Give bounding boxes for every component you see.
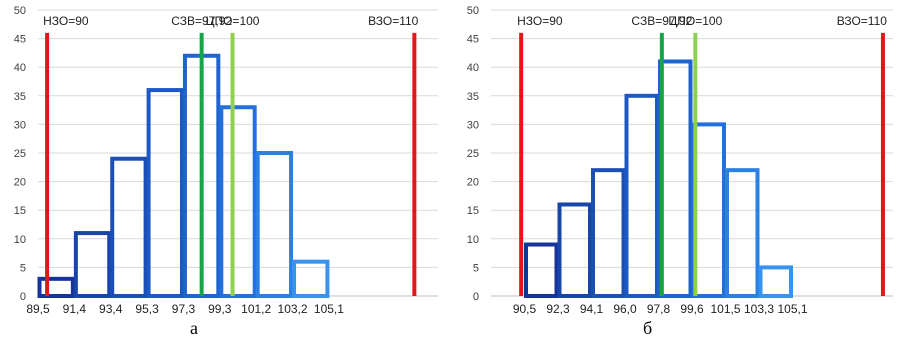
y-tick-label: 45	[14, 34, 26, 46]
y-tick-label: 15	[467, 205, 479, 217]
y-tick-label: 20	[467, 177, 479, 189]
histogram-b: 0 5 10 15 20 25 30 35 40 45 50 НЗО=90 СЗВ=97,92ЦПО=1…	[467, 5, 893, 316]
reference-line-label: ВЗО=110	[837, 14, 888, 28]
histogram-bar	[73, 231, 112, 298]
caption-a: а	[190, 318, 198, 338]
y-tick-label: 10	[467, 234, 479, 246]
histogram-bar	[725, 168, 760, 298]
y-tick-label: 45	[467, 34, 479, 46]
x-tick-label: 94,1	[580, 302, 604, 316]
reference-line-label: СЗВ=97,92	[631, 14, 692, 28]
histogram-bar	[219, 105, 257, 298]
histogram-bar	[624, 93, 659, 298]
y-tick-label: 20	[14, 177, 26, 189]
reference-line-label: ВЗО=110	[368, 14, 419, 28]
y-tick-label: 5	[20, 262, 26, 274]
x-tick-label: 96,0	[613, 302, 637, 316]
reference-line-label: НЗО=90	[43, 14, 89, 28]
y-tick-label: 50	[14, 5, 26, 17]
y-tick-label: 30	[467, 119, 479, 131]
x-tick-label: 103,2	[278, 302, 308, 316]
y-tick-label: 10	[14, 234, 26, 246]
histogram-bar	[110, 156, 148, 298]
reference-line-label: НЗО=90	[517, 14, 563, 28]
x-tick-label: 101,2	[241, 302, 271, 316]
histogram-bar	[292, 259, 330, 298]
y-tick-label: 30	[14, 119, 26, 131]
y-tick-label: 35	[467, 91, 479, 103]
y-tick-label: 25	[467, 148, 479, 160]
y-tick-label: 40	[467, 62, 479, 74]
x-tick-label: 90,5	[513, 302, 537, 316]
histogram-bar	[524, 242, 559, 299]
histogram-bar	[255, 151, 294, 298]
reference-line-label: ЦПО=100	[668, 14, 722, 28]
y-tick-label: 40	[14, 62, 26, 74]
reference-line-label: ЦПО=100	[206, 14, 260, 28]
y-tick-label: 0	[473, 291, 479, 303]
x-tick-label: 95,3	[135, 302, 159, 316]
y-tick-label: 25	[14, 148, 26, 160]
histogram-bar	[658, 59, 693, 299]
y-tick-label: 0	[20, 291, 26, 303]
y-tick-label: 35	[14, 91, 26, 103]
x-tick-label: 105,1	[314, 302, 344, 316]
x-tick-label: 99,3	[208, 302, 232, 316]
caption-b: б	[643, 318, 653, 338]
histogram-a: 0 5 10 15 20 25 30 35 40 45 50 НЗО=90 СЗВ=97,92ЦПО=1…	[14, 5, 438, 316]
x-tick-label: 97,8	[647, 302, 671, 316]
histogram-bar	[591, 168, 626, 298]
histogram-bar	[37, 276, 75, 298]
x-tick-label: 93,4	[99, 302, 123, 316]
x-tick-label: 101,5	[710, 302, 740, 316]
histogram-bar	[146, 88, 184, 298]
x-tick-label: 89,5	[26, 302, 50, 316]
y-tick-label: 50	[467, 5, 479, 17]
histogram-bar	[758, 265, 793, 298]
x-tick-label: 91,4	[63, 302, 87, 316]
histogram-bar	[557, 202, 592, 298]
x-tick-label: 99,6	[680, 302, 704, 316]
x-tick-label: 103,3	[744, 302, 774, 316]
x-tick-label: 105,1	[777, 302, 807, 316]
reference-line-label: СЗВ=97,92	[171, 14, 232, 28]
x-tick-label: 97,3	[172, 302, 196, 316]
x-tick-label: 92,3	[546, 302, 570, 316]
y-tick-label: 15	[14, 205, 26, 217]
y-tick-label: 5	[473, 262, 479, 274]
